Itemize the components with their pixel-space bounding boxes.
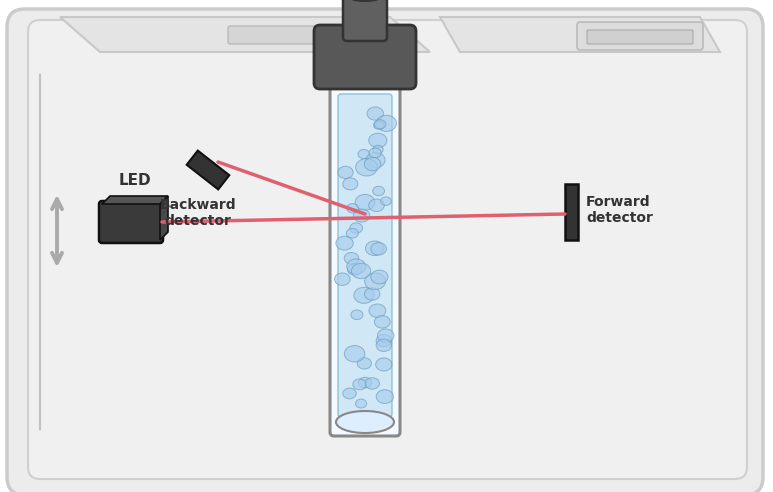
Ellipse shape	[344, 345, 365, 362]
Ellipse shape	[347, 259, 366, 274]
Ellipse shape	[365, 288, 380, 300]
Ellipse shape	[357, 358, 371, 369]
Ellipse shape	[352, 263, 371, 278]
Ellipse shape	[371, 270, 388, 284]
Ellipse shape	[367, 107, 383, 120]
Polygon shape	[160, 196, 168, 240]
Ellipse shape	[366, 153, 385, 168]
Ellipse shape	[376, 339, 391, 351]
Ellipse shape	[374, 315, 390, 328]
FancyBboxPatch shape	[99, 201, 163, 243]
Ellipse shape	[344, 252, 359, 264]
Ellipse shape	[356, 158, 377, 176]
Ellipse shape	[369, 148, 381, 158]
Text: LED: LED	[119, 173, 152, 188]
Text: Forward
detector: Forward detector	[586, 195, 653, 225]
Ellipse shape	[347, 0, 383, 1]
Ellipse shape	[376, 115, 397, 131]
FancyBboxPatch shape	[330, 73, 400, 436]
Ellipse shape	[373, 186, 384, 196]
FancyBboxPatch shape	[28, 20, 747, 479]
Ellipse shape	[365, 273, 386, 290]
Ellipse shape	[354, 287, 374, 304]
Ellipse shape	[353, 209, 369, 222]
Bar	[565, 184, 578, 240]
Ellipse shape	[342, 178, 358, 190]
Text: Backward
detector: Backward detector	[160, 198, 237, 228]
FancyBboxPatch shape	[7, 9, 763, 492]
Ellipse shape	[364, 157, 381, 171]
Ellipse shape	[335, 273, 350, 285]
Polygon shape	[102, 196, 168, 204]
Ellipse shape	[356, 399, 366, 408]
Ellipse shape	[338, 166, 353, 179]
FancyBboxPatch shape	[587, 30, 693, 44]
Ellipse shape	[376, 390, 393, 403]
Ellipse shape	[374, 120, 386, 129]
Ellipse shape	[346, 228, 359, 238]
Ellipse shape	[371, 243, 386, 255]
FancyBboxPatch shape	[314, 25, 416, 89]
FancyBboxPatch shape	[338, 94, 392, 417]
Ellipse shape	[359, 377, 372, 388]
Ellipse shape	[366, 241, 384, 256]
Ellipse shape	[352, 379, 366, 390]
Ellipse shape	[373, 145, 383, 154]
Ellipse shape	[376, 335, 392, 347]
Polygon shape	[440, 17, 720, 52]
FancyBboxPatch shape	[577, 22, 703, 50]
FancyBboxPatch shape	[228, 26, 352, 44]
Ellipse shape	[373, 121, 384, 129]
Ellipse shape	[350, 223, 363, 233]
Ellipse shape	[377, 329, 394, 342]
Ellipse shape	[376, 358, 392, 371]
Ellipse shape	[355, 194, 375, 210]
Ellipse shape	[365, 378, 380, 389]
Ellipse shape	[336, 411, 394, 433]
Ellipse shape	[369, 304, 386, 317]
FancyBboxPatch shape	[343, 0, 387, 41]
Ellipse shape	[343, 388, 356, 399]
Ellipse shape	[380, 197, 391, 206]
Ellipse shape	[347, 204, 359, 213]
Ellipse shape	[369, 199, 384, 212]
Ellipse shape	[369, 133, 386, 148]
Polygon shape	[187, 151, 230, 189]
Ellipse shape	[358, 150, 369, 159]
Polygon shape	[60, 17, 430, 52]
Ellipse shape	[351, 310, 363, 320]
Ellipse shape	[348, 264, 362, 275]
Ellipse shape	[334, 71, 396, 83]
Ellipse shape	[336, 236, 353, 250]
